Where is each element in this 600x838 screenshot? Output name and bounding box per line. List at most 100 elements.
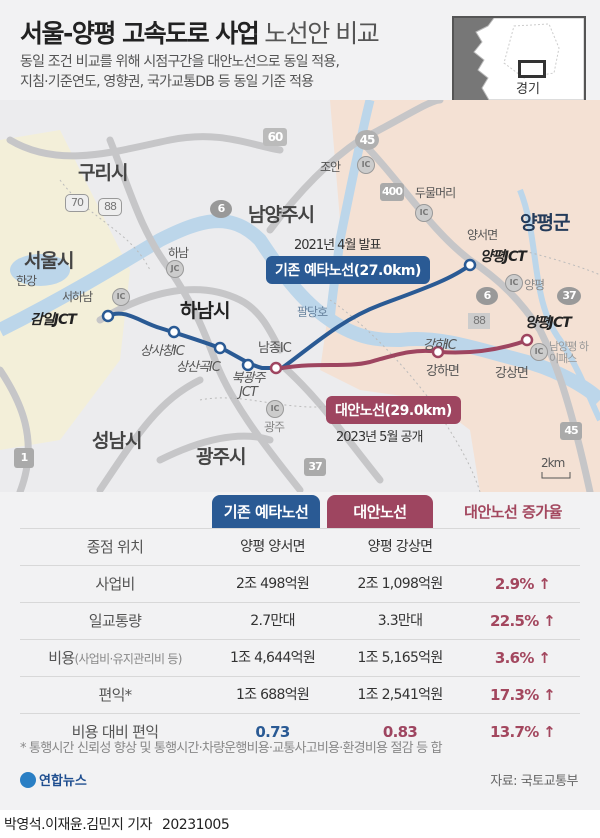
header-original-route: 기존 예타노선 [212, 495, 320, 528]
place-hanam: 하남 [168, 246, 189, 260]
original-route-note: 2021년 4월 발표 [294, 238, 381, 253]
description-line-1: 동일 조건 비교를 위해 시점구간을 대안노선으로 동일 적용, [20, 54, 340, 70]
description-line-2: 지침·기준연도, 영향권, 국가교통DB 등 동일 기준 적용 [20, 74, 314, 90]
yonhap-logo-text: 연합뉴스 [39, 774, 87, 789]
korea-outline [473, 18, 584, 100]
source: 자료: 국토교통부 [490, 774, 578, 789]
table-row: 편익* 1조 688억원 1조 2,541억원 17.3% ↑ [20, 676, 580, 714]
road-shield-37: 37 [557, 287, 581, 305]
row-label-main: 비용 [48, 649, 75, 667]
yonhap-logo-icon [20, 771, 36, 788]
increase-value: 17.3% ↑ [490, 686, 556, 704]
road-shield-88-east: 88 [468, 313, 490, 329]
route-map: 60 45 400 70 88 6 88 6 37 1 37 45 IC IC … [0, 100, 600, 492]
original-value: 1조 4,644억원 [229, 650, 316, 666]
increase-value: 13.7% ↑ [490, 723, 556, 741]
row-label: 편익* [98, 686, 132, 704]
table-row: 일교통량 2.7만대 3.3만대 22.5% ↑ [20, 602, 580, 640]
increase-value: 3.6% ↑ [494, 649, 551, 667]
node-yangpyeong-jct-alternative: 양평JCT [525, 315, 572, 331]
row-label: 종점 위치 [86, 538, 144, 556]
alternative-value: 3.3만대 [377, 613, 423, 629]
original-value: 0.73 [255, 723, 290, 741]
table-row: 비용(사업비·유지관리비 등) 1조 4,644억원 1조 5,165억원 3.… [20, 639, 580, 677]
node-gamil-jct: 감일JCT [30, 312, 77, 328]
node-gangha-ic: 강하IC [423, 338, 457, 353]
original-value: 양평 양서면 [240, 539, 305, 555]
description: 동일 조건 비교를 위해 시점구간을 대안노선으로 동일 적용, 지침·기준연도… [20, 52, 340, 92]
place-yangpyeong: 양평 [524, 278, 545, 292]
header-increase-rate: 대안노선 증가율 [464, 503, 562, 521]
node-bukgwangju-jct: 북광주 JCT [231, 371, 266, 400]
place-dumulmeori: 두물머리 [415, 186, 456, 200]
alternative-value: 2조 1,098억원 [357, 576, 443, 592]
page-title: 서울-양평 고속도로 사업 노선안 비교 [20, 14, 380, 50]
original-value: 2.7만대 [250, 613, 295, 629]
road-shield-70: 70 [65, 194, 89, 212]
row-label: 비용 대비 편익 [71, 723, 159, 741]
alternative-value: 1조 2,541억원 [357, 687, 443, 703]
yonhap-logo: 연합뉴스 [20, 770, 87, 789]
place-joan: 조안 [320, 160, 341, 174]
road-shield-1: 1 [14, 448, 34, 468]
byline-authors: 박영석.이재윤.김민지 기자 [4, 817, 153, 833]
original-value: 2조 498억원 [235, 576, 310, 592]
place-gangha-myeon: 강하면 [426, 364, 460, 379]
row-label: 사업비 [95, 575, 135, 593]
map-base [0, 100, 600, 492]
ic-yangpyeong-icon: IC [505, 274, 523, 292]
road-shield-88: 88 [98, 198, 122, 216]
alternative-route-note: 2023년 5월 공개 [336, 430, 423, 445]
inset-label: 경기 [516, 82, 540, 97]
node-sangsangok-ic: 상산곡IC [176, 360, 221, 375]
ic-namyangpyeong-icon: IC [530, 343, 548, 361]
alternative-value: 양평 강상면 [367, 539, 433, 555]
byline-date: 20231005 [161, 817, 230, 833]
place-namyangpyeong: 남양평 하이패스 [549, 340, 589, 365]
place-yangseomyeon: 양서면 [467, 228, 498, 242]
byline: 박영석.이재윤.김민지 기자 20231005 [4, 814, 230, 834]
node-yangpyeong-jct-original: 양평JCT [480, 249, 527, 265]
alternative-route-callout: 대안노선(29.0km) [326, 396, 461, 424]
road-shield-6: 6 [210, 200, 232, 218]
city-seongnam: 성남시 [92, 430, 142, 452]
jc-hanam-icon: JC [166, 260, 184, 278]
place-hangang: 한강 [16, 274, 37, 288]
road-shield-45-south: 45 [560, 422, 582, 440]
road-shield-400: 400 [380, 183, 404, 201]
city-hanam: 하남시 [180, 300, 230, 322]
road-shield-37-south: 37 [304, 458, 326, 476]
node-namjong-ic: 남종IC [258, 341, 292, 356]
alternative-value: 1조 5,165억원 [357, 650, 443, 666]
city-seoul: 서울시 [24, 250, 74, 272]
city-namyangju: 남양주시 [248, 204, 315, 226]
title-bold: 서울-양평 고속도로 사업 [20, 19, 260, 48]
row-label: 비용(사업비·유지관리비 등) [20, 640, 210, 678]
alternative-value: 0.83 [382, 723, 418, 741]
place-gangsang-myeon: 강상면 [495, 366, 529, 381]
node-sangsachang-ic: 상사창IC [140, 344, 185, 359]
place-gwangju: 광주 [264, 420, 285, 434]
city-guri: 구리시 [78, 162, 128, 184]
road-shield-45: 45 [355, 130, 379, 150]
ic-joan-icon: IC [357, 156, 375, 174]
inset-locator-map: 경기 [452, 16, 586, 102]
place-seohanam: 서하남 [62, 290, 93, 304]
original-route-callout: 기존 예타노선(27.0km) [266, 256, 430, 284]
ic-seohanam-icon: IC [112, 288, 130, 306]
original-value: 1조 688억원 [235, 687, 310, 703]
table-row: 사업비 2조 498억원 2조 1,098억원 2.9% ↑ [20, 565, 580, 603]
footnote: * 통행시간 신뢰성 향상 및 통행시간·차량운행비용·교통사고비용·환경비용 … [20, 741, 443, 756]
row-label-sub: (사업비·유지관리비 등) [74, 652, 182, 666]
increase-value: 2.9% ↑ [494, 575, 551, 593]
ic-gwangju-icon: IC [266, 400, 284, 418]
title-light: 노선안 비교 [264, 19, 379, 48]
row-label: 일교통량 [88, 612, 142, 630]
city-yangpyeong-gun: 양평군 [520, 212, 570, 234]
ic-dumulmeori-icon: IC [415, 204, 433, 222]
header-alternative-route: 대안노선 [327, 495, 433, 528]
place-paldangho: 팔당호 [297, 305, 328, 319]
increase-value: 22.5% ↑ [490, 612, 556, 630]
locator-box [518, 60, 546, 78]
scale-label: 2km [541, 456, 565, 470]
